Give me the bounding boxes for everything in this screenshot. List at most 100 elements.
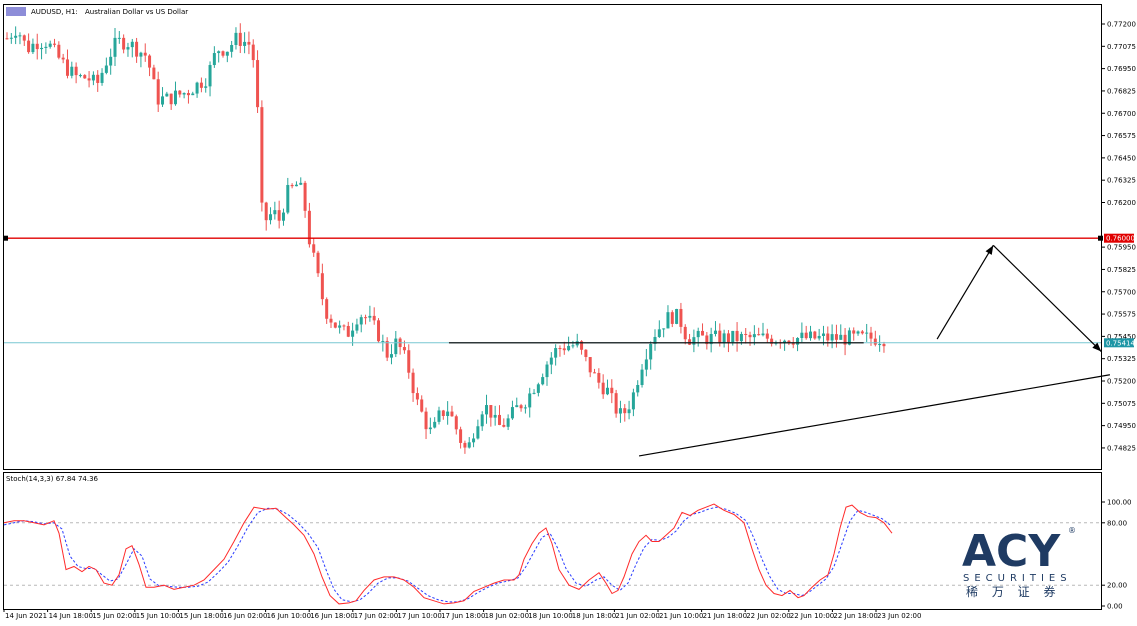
stoch-signal-line [3,506,891,603]
stoch-axis-label: 20.00 [1107,582,1127,590]
time-axis-label: 16 Jun 02:00 [223,612,267,620]
candle-bear [610,387,614,394]
candle-bear [441,410,445,416]
candle-bull [359,317,363,325]
candle-bear [601,382,605,395]
logo-sub: SECURITIES [963,573,1072,584]
symbol-description: Australian Dollar vs US Dollar [85,8,188,16]
candle-bear [329,318,333,323]
candle-bull [161,96,165,105]
current-price-marker [1104,338,1134,348]
candle-bull [472,438,476,443]
candle-bull [368,315,372,318]
candle-bull [847,330,851,345]
candle-bull [40,47,44,50]
candle-bull [865,332,869,334]
candle-bear [264,202,268,221]
price-axis-label: 0.75575 [1107,311,1136,319]
candle-bull [523,407,527,409]
candle-bear [679,308,683,327]
candle-bear [290,184,294,187]
candle-bear [251,44,255,61]
candle-bull [109,56,113,66]
candle-bull [299,182,303,185]
candle-bear [502,424,506,427]
candle-bear [152,67,156,80]
candle-bear [415,393,419,400]
candle-bull [627,409,631,414]
candlestick-series [5,23,886,454]
candle-bull [191,93,195,96]
candle-bear [87,78,91,81]
candle-bull [91,74,95,81]
candle-bull [515,405,519,408]
candle-bull [113,37,117,57]
candle-bear [834,334,838,340]
price-axis-label: 0.75450 [1107,333,1136,341]
candle-bear [407,350,411,373]
time-axis-label: 22 Jun 10:00 [790,612,834,620]
candle-bear [156,79,160,105]
candle-bull [545,364,549,378]
candle-bear [757,334,761,336]
time-axis-label: 21 Jun 02:00 [615,612,659,620]
candle-bear [221,51,225,56]
candle-bull [739,333,743,342]
candle-bull [675,308,679,324]
time-axis-label: 15 Jun 10:00 [136,612,180,620]
candle-bear [260,107,264,203]
candle-bull [752,334,756,338]
candle-bull [618,408,622,414]
price-axis-label: 0.77075 [1107,43,1136,51]
candle-bear [843,334,847,345]
time-axis-label: 18 Jun 02:00 [485,612,529,620]
candle-bear [860,331,864,334]
stochastic-axis: 100.00 80.00 20.00 0.00 [1101,499,1132,611]
candle-bull [653,336,657,344]
candle-bear [307,210,311,245]
candle-bear [57,44,61,58]
candle-bull [571,345,575,347]
candle-bull [731,330,735,343]
candle-bull [506,418,510,427]
stoch-label: Stoch(14,3,3) 67.84 74.36 [6,475,99,483]
candle-bull [713,330,717,335]
candle-bull [273,210,277,215]
time-axis-label: 22 Jun 18:00 [833,612,877,620]
candle-bear [584,349,588,358]
candle-bear [342,325,346,327]
candle-bull [839,334,843,340]
candle-bear [735,330,739,342]
candle-bear [22,35,26,41]
candle-bear [463,442,467,448]
candle-bear [35,43,39,50]
price-axis-label: 0.76575 [1107,132,1136,140]
price-axis-label: 0.77200 [1107,21,1136,29]
candle-bull [856,331,860,334]
candle-bear [597,372,601,383]
candle-bear [74,66,78,76]
price-axis-label: 0.74825 [1107,444,1136,452]
candle-bear [377,320,381,342]
candle-bull [446,411,450,416]
time-axis-label: 17 Jun 10:00 [397,612,441,620]
candle-bear [364,317,368,319]
candle-bear [277,210,281,221]
candle-bear [122,37,126,50]
time-axis-label: 14 Jun 2021 [5,612,47,620]
candle-bull [225,51,229,56]
price-axis: 0.77200 0.77075 0.76950 0.76825 0.76700 0.765… [1101,21,1136,452]
resistance-line-handle-right [1098,235,1103,241]
candle-bull [195,82,199,94]
price-axis-label: 0.75075 [1107,400,1136,408]
time-axis-label: 15 Jun 02:00 [92,612,136,620]
candle-bull [182,93,186,95]
logo-chinese: 稀 万 证 券 [966,584,1060,599]
candle-bull [281,212,285,221]
support-trendline [638,374,1111,457]
candle-bull [351,330,355,337]
candle-bear [346,325,350,337]
price-axis-label: 0.76325 [1107,177,1136,185]
candle-bull [338,325,342,328]
price-axis-label: 0.76950 [1107,65,1136,73]
